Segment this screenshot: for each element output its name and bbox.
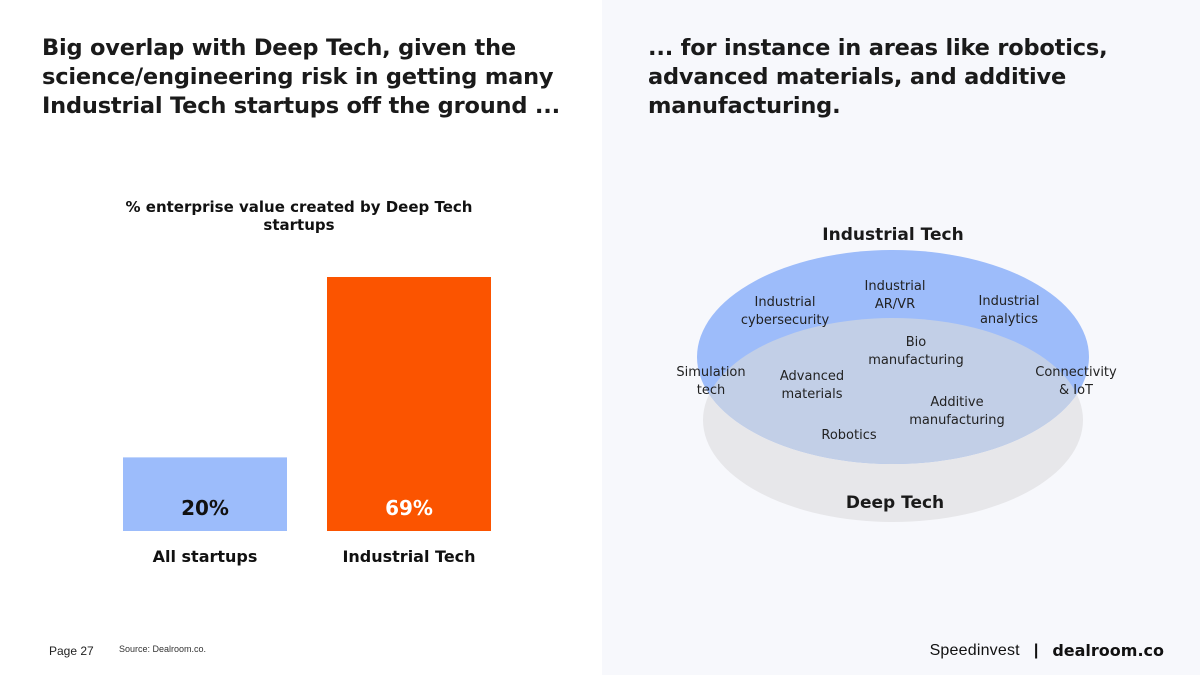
brand-logos: Speedinvest | dealroom.co [930, 641, 1164, 660]
page-number: Page 27 [49, 644, 94, 658]
venn-set-label-deep: Deep Tech [846, 493, 944, 513]
right-headline: ... for instance in areas like robotics,… [648, 35, 1108, 119]
bar-all-startups [123, 457, 287, 531]
source-note: Source: Dealroom.co. [119, 644, 207, 654]
left-headline: Big overlap with Deep Tech, given the sc… [42, 35, 560, 119]
venn-item-label: Simulation tech [676, 365, 745, 398]
bar-industrial-tech [327, 277, 491, 531]
left-panel [0, 0, 602, 675]
venn-overlap [703, 318, 1083, 464]
venn-item-label: Robotics [821, 428, 876, 443]
bar-value-label: 20% [181, 496, 229, 520]
logo-separator: | [1033, 641, 1039, 659]
venn-item-label: Industrial AR/VR [865, 279, 926, 312]
dealroom-logo: dealroom.co [1052, 641, 1164, 660]
venn-item-label: Bio manufacturing [868, 335, 964, 368]
bar-chart: 20% All startups 69% Industrial Tech [123, 277, 491, 566]
chart-title: % enterprise value created by Deep Tech … [125, 198, 473, 234]
category-label: Industrial Tech [342, 547, 475, 566]
venn-diagram: Industrial Tech Deep Tech Industrial cybe… [676, 225, 1117, 522]
venn-item-label: Connectivity & IoT [1035, 365, 1117, 398]
speedinvest-logo: Speedinvest [929, 641, 1020, 659]
venn-item-label: Industrial cybersecurity [741, 295, 830, 328]
venn-item-label: Advanced materials [780, 369, 844, 402]
venn-item-label: Industrial analytics [979, 294, 1040, 327]
bar-value-label: 69% [385, 496, 433, 520]
venn-item-label: Additive manufacturing [909, 395, 1005, 428]
category-label: All startups [153, 547, 258, 566]
venn-set-label-industrial: Industrial Tech [822, 225, 963, 245]
